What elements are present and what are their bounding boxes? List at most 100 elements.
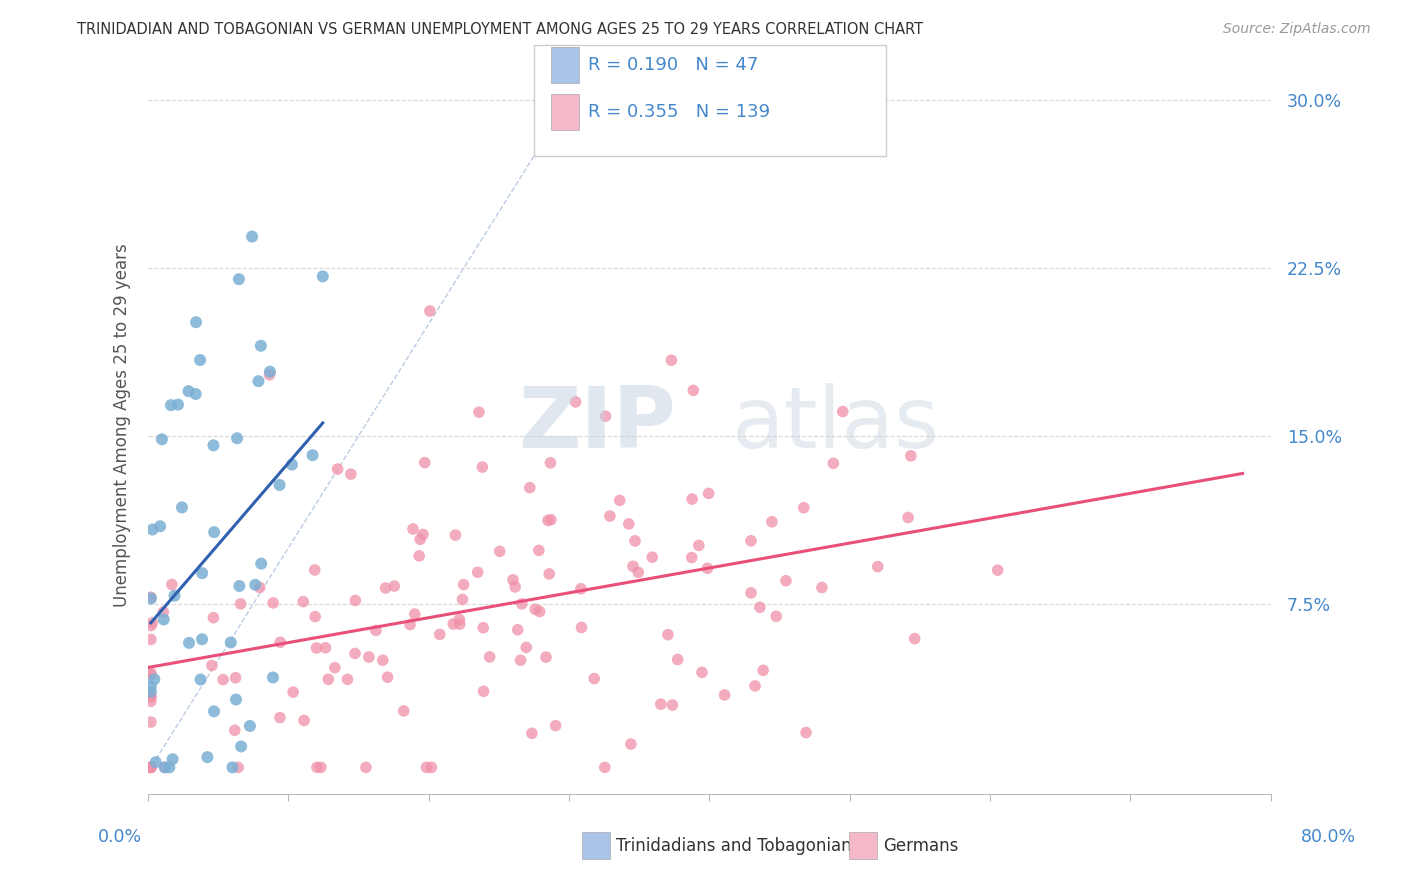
Point [564,395,586,409]
Point [453,577,475,591]
Point [139,632,162,647]
Point [382,579,405,593]
Point [529,605,551,619]
Point [139,760,162,774]
Point [226,760,249,774]
Point [163,589,186,603]
Point [139,760,162,774]
Point [225,671,247,685]
Point [540,513,562,527]
Point [831,404,853,418]
Point [697,486,720,500]
Point [177,384,200,399]
Point [713,688,735,702]
Point [657,627,679,641]
Point [357,650,380,665]
Point [201,658,224,673]
Point [250,557,273,571]
Point [681,550,703,565]
Point [221,760,243,774]
Point [503,580,526,594]
Point [696,561,718,575]
Point [247,374,270,388]
Point [690,665,713,680]
Point [412,527,434,541]
Point [239,719,262,733]
Point [343,647,366,661]
Point [336,673,359,687]
Point [593,760,616,774]
Point [897,510,920,524]
Point [219,635,242,649]
Point [139,591,162,605]
Point [409,533,432,547]
Point [224,723,246,738]
Point [775,574,797,588]
Point [402,522,425,536]
Point [202,525,225,540]
Point [139,694,162,708]
Text: Germans: Germans [883,837,959,855]
Point [404,607,426,621]
Point [190,673,212,687]
Point [145,755,167,769]
Point [139,760,162,774]
Point [666,652,689,666]
Text: R = 0.190   N = 47: R = 0.190 N = 47 [588,56,758,74]
Point [621,559,644,574]
Point [740,586,762,600]
Point [509,653,531,667]
Point [212,673,235,687]
Point [900,449,922,463]
Point [141,523,163,537]
Point [374,581,396,595]
Point [323,661,346,675]
Point [301,448,323,462]
Point [316,673,339,687]
Point [139,667,162,681]
Point [340,467,363,481]
Text: R = 0.355   N = 139: R = 0.355 N = 139 [588,103,770,121]
Point [419,304,441,318]
Point [502,573,524,587]
Point [583,672,606,686]
Point [262,670,284,684]
Point [449,617,471,632]
Point [371,653,394,667]
Point [160,577,183,591]
Point [162,752,184,766]
Point [139,666,162,681]
Point [420,760,443,774]
Point [202,438,225,452]
Point [354,760,377,774]
Point [143,672,166,686]
Point [571,620,593,634]
Point [811,581,834,595]
Point [259,368,281,382]
Point [167,398,190,412]
Point [534,650,557,665]
Text: 80.0%: 80.0% [1301,828,1357,846]
Point [650,697,672,711]
Point [538,566,561,581]
Point [444,528,467,542]
Point [478,649,501,664]
Point [281,458,304,472]
Point [184,315,207,329]
Point [681,491,703,506]
Point [139,690,162,704]
Point [228,272,250,286]
Point [149,519,172,533]
Point [520,726,543,740]
Point [624,533,647,548]
Point [617,516,640,531]
Point [904,632,927,646]
Point [661,698,683,712]
Point [748,600,770,615]
Point [415,760,437,774]
Point [441,617,464,632]
Point [641,550,664,565]
Point [262,596,284,610]
Text: TRINIDADIAN AND TOBAGONIAN VS GERMAN UNEMPLOYMENT AMONG AGES 25 TO 29 YEARS CORR: TRINIDADIAN AND TOBAGONIAN VS GERMAN UNE… [77,22,924,37]
Point [191,632,214,647]
